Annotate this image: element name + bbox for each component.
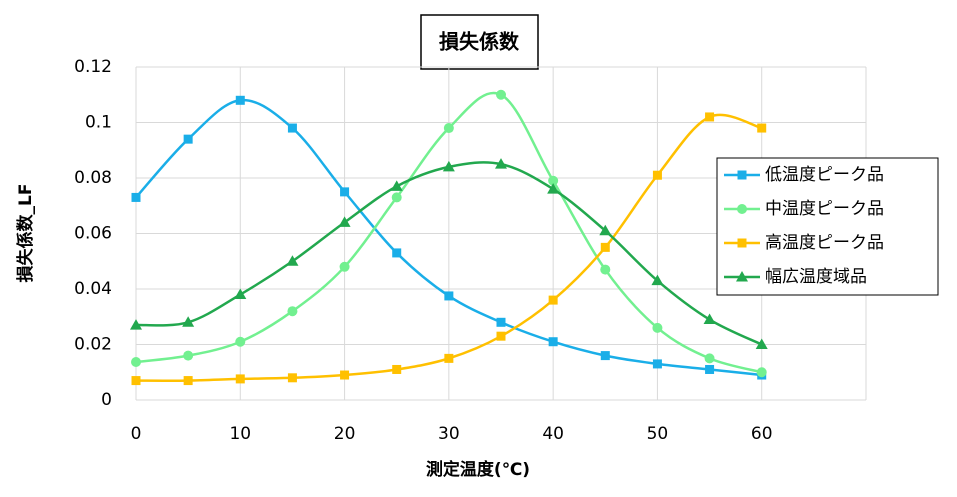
- marker: [756, 367, 767, 378]
- x-tick-label: 60: [751, 424, 773, 444]
- marker: [737, 238, 747, 248]
- marker: [548, 175, 559, 186]
- marker: [548, 295, 558, 305]
- marker: [183, 376, 193, 386]
- x-tick-label: 40: [542, 424, 564, 444]
- marker: [182, 316, 195, 327]
- marker: [652, 322, 663, 333]
- marker: [736, 271, 748, 282]
- legend-label: 低温度ピーク品: [765, 165, 884, 185]
- marker: [548, 337, 558, 347]
- x-tick-label: 0: [131, 424, 142, 444]
- marker: [131, 192, 141, 202]
- y-tick-label: 0.12: [74, 57, 112, 77]
- y-axis-label: 損失係数_LF: [15, 184, 36, 283]
- marker: [757, 123, 767, 133]
- marker: [443, 123, 454, 134]
- x-tick-label: 20: [334, 424, 356, 444]
- marker: [652, 359, 662, 369]
- marker: [235, 374, 245, 384]
- marker: [390, 180, 403, 191]
- marker: [340, 370, 350, 380]
- marker: [755, 338, 768, 349]
- marker: [704, 353, 715, 364]
- marker: [496, 317, 506, 327]
- marker: [287, 373, 297, 383]
- marker: [600, 351, 610, 361]
- chart-title: 損失係数: [439, 30, 520, 54]
- marker: [652, 170, 662, 180]
- x-tick-label: 50: [647, 424, 669, 444]
- marker: [444, 353, 454, 363]
- marker: [496, 331, 506, 341]
- marker: [287, 123, 297, 133]
- marker: [235, 336, 246, 347]
- marker: [338, 216, 351, 227]
- x-tick-label: 30: [438, 424, 460, 444]
- marker: [287, 306, 298, 317]
- marker: [131, 376, 141, 386]
- marker: [703, 313, 716, 325]
- y-tick-label: 0.02: [74, 335, 112, 355]
- x-axis-label: 測定温度(℃): [426, 459, 530, 480]
- y-tick-label: 0.04: [74, 279, 112, 299]
- marker: [130, 319, 142, 330]
- title-box: [420, 14, 539, 70]
- marker: [547, 183, 560, 194]
- marker: [183, 134, 193, 144]
- marker: [600, 242, 610, 252]
- x-tick-label: 10: [229, 424, 251, 444]
- legend-box: [716, 157, 939, 296]
- marker: [705, 364, 715, 374]
- marker: [392, 248, 402, 258]
- marker: [234, 288, 247, 300]
- marker: [651, 274, 664, 286]
- marker: [444, 291, 454, 301]
- legend-label: 中温度ピーク品: [765, 199, 884, 219]
- y-tick-label: 0.06: [74, 224, 112, 244]
- marker: [495, 158, 507, 169]
- marker: [599, 224, 612, 236]
- legend-label: 高温度ピーク品: [765, 233, 884, 253]
- marker: [131, 356, 141, 367]
- marker: [286, 255, 299, 266]
- marker: [391, 192, 402, 203]
- marker: [737, 204, 747, 214]
- marker: [340, 187, 350, 197]
- marker: [737, 170, 747, 180]
- marker: [442, 160, 455, 172]
- marker: [705, 112, 715, 122]
- marker: [339, 261, 350, 272]
- legend-label: 幅広温度域品: [765, 267, 867, 287]
- marker: [392, 364, 402, 374]
- y-tick-label: 0.1: [85, 113, 112, 133]
- marker: [235, 95, 245, 105]
- marker: [183, 350, 194, 361]
- y-tick-label: 0: [101, 390, 112, 410]
- marker: [496, 89, 506, 100]
- marker: [600, 264, 611, 275]
- y-tick-label: 0.08: [74, 168, 112, 188]
